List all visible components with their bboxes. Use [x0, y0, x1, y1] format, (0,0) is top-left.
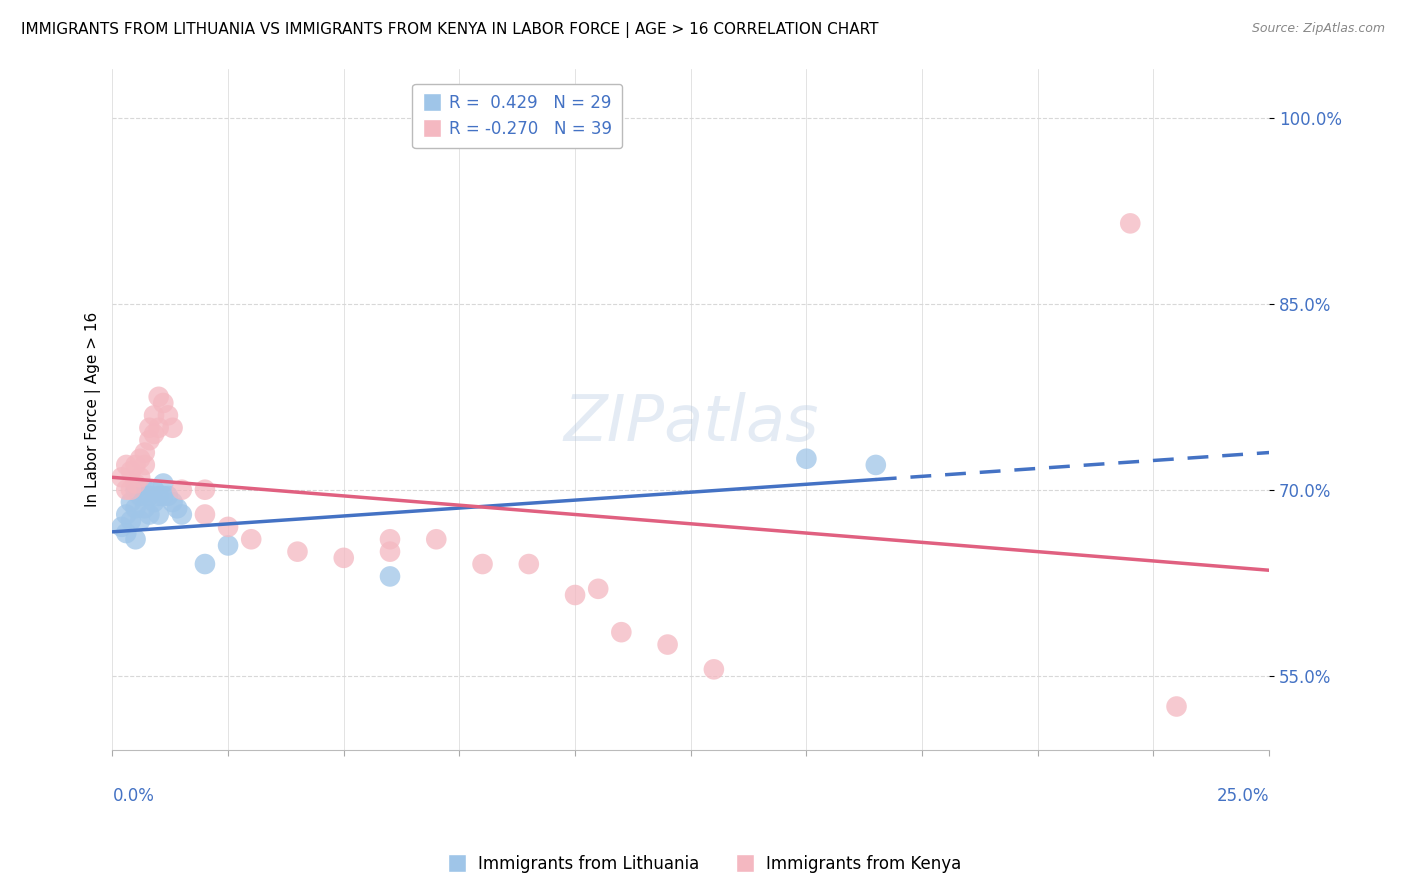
Point: [332, 550, 354, 565]
Point: [111, 520, 134, 534]
Point: [287, 544, 309, 558]
Point: [378, 544, 401, 558]
Point: [865, 458, 887, 472]
Point: [471, 557, 494, 571]
Text: Source: ZipAtlas.com: Source: ZipAtlas.com: [1251, 22, 1385, 36]
Point: [156, 489, 179, 503]
Text: 25.0%: 25.0%: [1216, 788, 1270, 805]
Point: [143, 427, 166, 442]
Text: 0.0%: 0.0%: [112, 788, 155, 805]
Point: [124, 533, 146, 547]
Point: [115, 458, 138, 472]
Point: [134, 501, 156, 516]
Point: [152, 476, 174, 491]
Point: [425, 533, 447, 547]
Text: IMMIGRANTS FROM LITHUANIA VS IMMIGRANTS FROM KENYA IN LABOR FORCE | AGE > 16 COR: IMMIGRANTS FROM LITHUANIA VS IMMIGRANTS …: [21, 22, 879, 38]
Point: [143, 495, 166, 509]
Point: [152, 489, 174, 503]
Point: [143, 483, 166, 497]
Point: [170, 483, 193, 497]
Point: [148, 390, 170, 404]
Point: [129, 514, 152, 528]
Point: [129, 489, 152, 503]
Point: [796, 451, 818, 466]
Point: [120, 514, 142, 528]
Point: [111, 470, 134, 484]
Point: [134, 458, 156, 472]
Point: [657, 638, 679, 652]
Point: [120, 464, 142, 478]
Point: [124, 476, 146, 491]
Point: [162, 421, 184, 435]
Point: [564, 588, 586, 602]
Point: [138, 433, 160, 447]
Point: [217, 520, 239, 534]
Point: [152, 396, 174, 410]
Point: [194, 557, 217, 571]
Point: [217, 539, 239, 553]
Legend: Immigrants from Lithuania, Immigrants from Kenya: Immigrants from Lithuania, Immigrants fr…: [439, 848, 967, 880]
Point: [240, 533, 263, 547]
Y-axis label: In Labor Force | Age > 16: In Labor Force | Age > 16: [86, 311, 101, 507]
Point: [162, 495, 184, 509]
Point: [1119, 216, 1142, 230]
Point: [134, 445, 156, 459]
Legend: R =  0.429   N = 29, R = -0.270   N = 39: R = 0.429 N = 29, R = -0.270 N = 39: [412, 84, 621, 148]
Point: [143, 409, 166, 423]
Point: [138, 508, 160, 522]
Point: [129, 470, 152, 484]
Point: [148, 508, 170, 522]
Point: [194, 483, 217, 497]
Point: [610, 625, 633, 640]
Point: [115, 526, 138, 541]
Point: [378, 533, 401, 547]
Point: [378, 569, 401, 583]
Point: [138, 489, 160, 503]
Point: [194, 508, 217, 522]
Point: [1166, 699, 1188, 714]
Point: [134, 483, 156, 497]
Point: [115, 483, 138, 497]
Point: [170, 508, 193, 522]
Point: [124, 501, 146, 516]
Point: [120, 495, 142, 509]
Point: [148, 421, 170, 435]
Point: [124, 483, 146, 497]
Point: [517, 557, 540, 571]
Point: [120, 483, 142, 497]
Point: [166, 501, 188, 516]
Point: [703, 662, 725, 676]
Point: [156, 409, 179, 423]
Point: [124, 458, 146, 472]
Text: ZIPatlas: ZIPatlas: [562, 392, 818, 454]
Point: [138, 421, 160, 435]
Point: [586, 582, 609, 596]
Point: [129, 451, 152, 466]
Point: [148, 489, 170, 503]
Point: [115, 508, 138, 522]
